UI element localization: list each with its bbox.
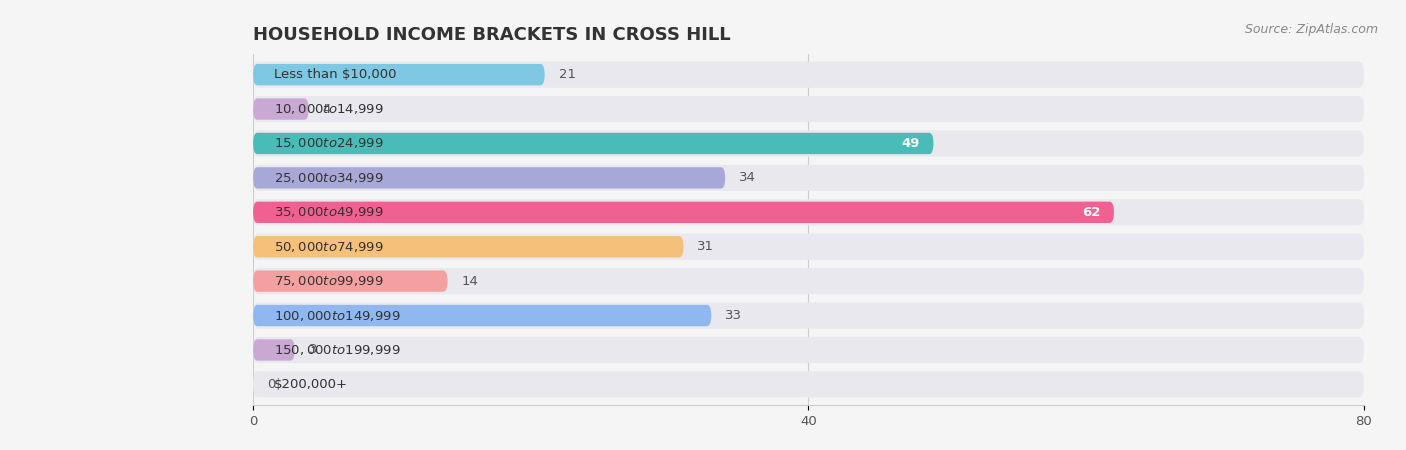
Text: 14: 14	[461, 274, 478, 288]
Text: 3: 3	[308, 343, 318, 356]
FancyBboxPatch shape	[253, 337, 1364, 363]
FancyBboxPatch shape	[253, 305, 711, 326]
Text: Less than $10,000: Less than $10,000	[274, 68, 396, 81]
FancyBboxPatch shape	[253, 199, 1364, 225]
Text: 21: 21	[558, 68, 575, 81]
Text: 31: 31	[697, 240, 714, 253]
FancyBboxPatch shape	[253, 99, 308, 120]
Text: $10,000 to $14,999: $10,000 to $14,999	[274, 102, 384, 116]
FancyBboxPatch shape	[253, 96, 1364, 122]
FancyBboxPatch shape	[253, 64, 544, 86]
Text: HOUSEHOLD INCOME BRACKETS IN CROSS HILL: HOUSEHOLD INCOME BRACKETS IN CROSS HILL	[253, 26, 731, 44]
Text: $35,000 to $49,999: $35,000 to $49,999	[274, 205, 384, 219]
Text: 49: 49	[901, 137, 920, 150]
FancyBboxPatch shape	[253, 371, 1364, 397]
FancyBboxPatch shape	[253, 165, 1364, 191]
Text: 0: 0	[267, 378, 276, 391]
Text: $15,000 to $24,999: $15,000 to $24,999	[274, 136, 384, 150]
FancyBboxPatch shape	[253, 268, 1364, 294]
Text: 4: 4	[322, 103, 330, 116]
Text: $25,000 to $34,999: $25,000 to $34,999	[274, 171, 384, 185]
Text: $150,000 to $199,999: $150,000 to $199,999	[274, 343, 401, 357]
FancyBboxPatch shape	[253, 302, 1364, 328]
FancyBboxPatch shape	[253, 202, 1114, 223]
Text: Source: ZipAtlas.com: Source: ZipAtlas.com	[1244, 22, 1378, 36]
Text: $50,000 to $74,999: $50,000 to $74,999	[274, 240, 384, 254]
FancyBboxPatch shape	[253, 133, 934, 154]
FancyBboxPatch shape	[253, 339, 295, 360]
FancyBboxPatch shape	[253, 130, 1364, 157]
FancyBboxPatch shape	[253, 270, 447, 292]
Text: $200,000+: $200,000+	[274, 378, 347, 391]
Text: 62: 62	[1081, 206, 1099, 219]
FancyBboxPatch shape	[253, 62, 1364, 88]
Text: 34: 34	[740, 171, 756, 184]
FancyBboxPatch shape	[253, 236, 683, 257]
FancyBboxPatch shape	[253, 167, 725, 189]
Text: $75,000 to $99,999: $75,000 to $99,999	[274, 274, 384, 288]
Text: $100,000 to $149,999: $100,000 to $149,999	[274, 309, 401, 323]
FancyBboxPatch shape	[253, 234, 1364, 260]
Text: 33: 33	[725, 309, 742, 322]
